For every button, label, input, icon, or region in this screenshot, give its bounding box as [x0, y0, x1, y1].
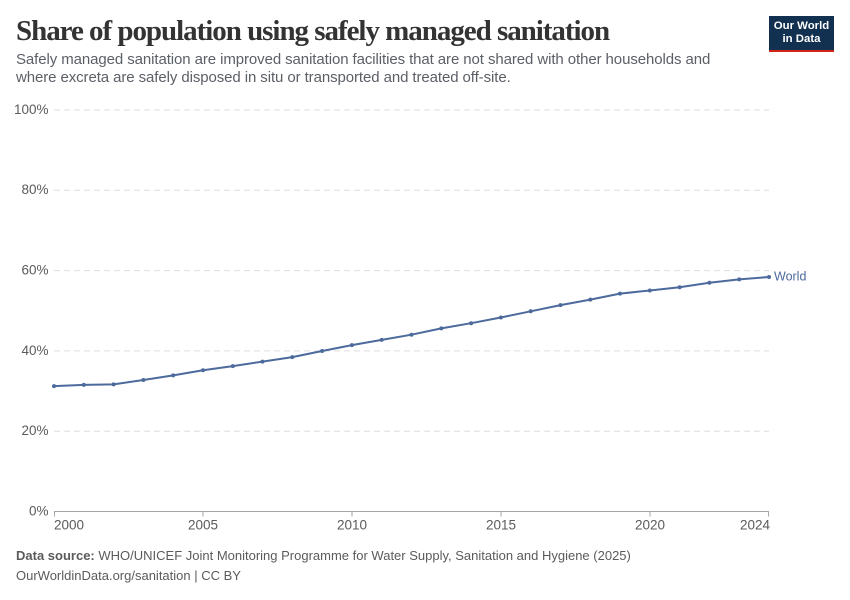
- svg-text:2015: 2015: [486, 518, 516, 533]
- svg-text:40%: 40%: [21, 343, 48, 358]
- svg-text:World: World: [774, 270, 806, 284]
- svg-text:2020: 2020: [635, 518, 665, 533]
- svg-text:20%: 20%: [21, 423, 48, 438]
- svg-text:2000: 2000: [54, 518, 84, 533]
- svg-text:60%: 60%: [21, 263, 48, 278]
- svg-text:2005: 2005: [188, 518, 218, 533]
- svg-text:2010: 2010: [337, 518, 367, 533]
- svg-text:2024: 2024: [740, 518, 771, 533]
- svg-text:80%: 80%: [21, 182, 48, 197]
- svg-text:0%: 0%: [29, 503, 49, 518]
- svg-text:100%: 100%: [14, 102, 49, 117]
